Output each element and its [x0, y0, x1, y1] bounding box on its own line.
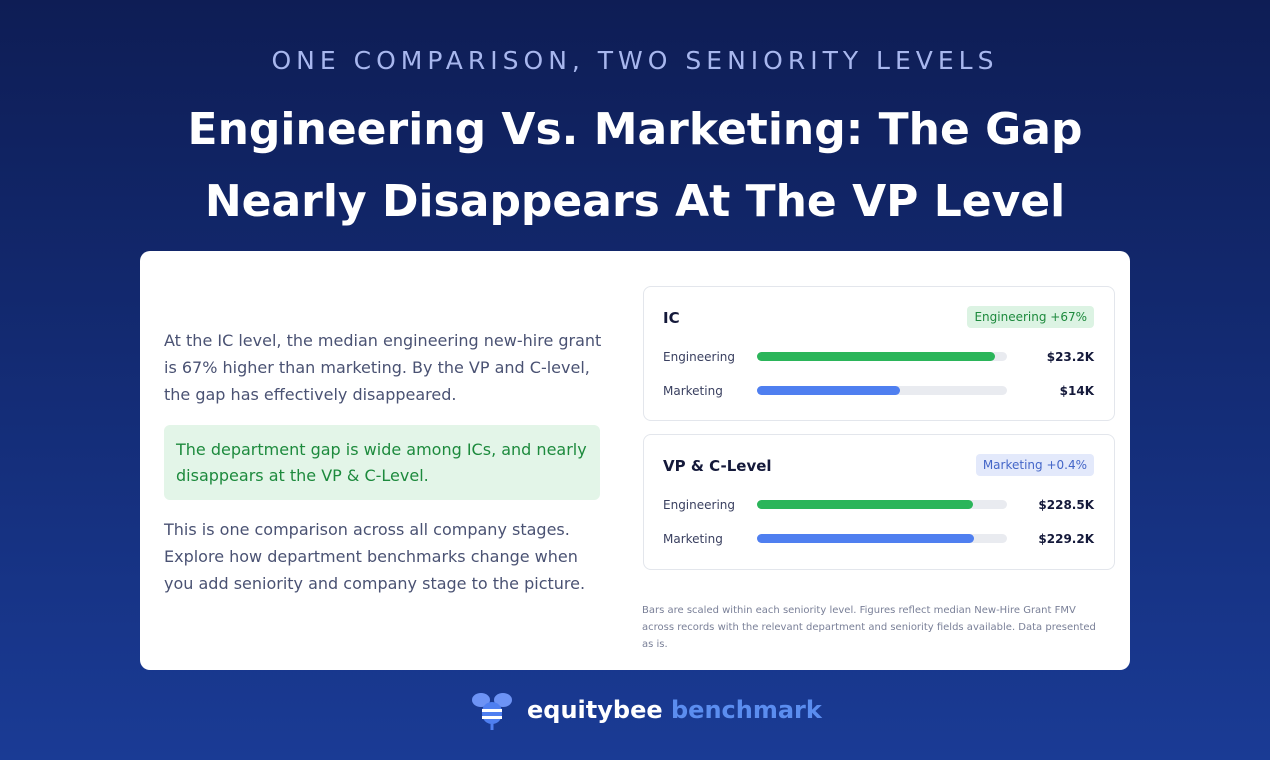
- row-value: $228.5K: [1038, 498, 1094, 512]
- row-value: $23.2K: [1046, 350, 1094, 364]
- bee-icon: [472, 693, 512, 730]
- row-label: Engineering: [663, 498, 735, 512]
- row-label: Engineering: [663, 350, 735, 364]
- panel-title: VP & C-Level: [663, 457, 772, 475]
- badge: Engineering +67%: [967, 306, 1094, 328]
- bar-track: [757, 352, 1007, 361]
- brand-name: equitybee: [527, 696, 663, 724]
- bar: [757, 386, 901, 395]
- outro: This is one comparison across all compan…: [164, 520, 586, 593]
- intro: At the IC level, the median engineering …: [164, 331, 602, 404]
- row-label: Marketing: [663, 384, 723, 398]
- row-value: $229.2K: [1038, 532, 1094, 546]
- panel: VP & C-Level Marketing +0.4% Engineering $2…: [643, 434, 1115, 570]
- row-label: Marketing: [663, 532, 723, 546]
- panel: IC Engineering +67% Engineering $23.2K Marke…: [643, 286, 1115, 421]
- title: Engineering Vs. Marketing: The Gap Nearl…: [187, 104, 1083, 227]
- card: At the IC level, the median engineering …: [140, 251, 1130, 670]
- bar-track: [757, 534, 1007, 543]
- bar: [757, 352, 995, 361]
- product-name: benchmark: [670, 696, 822, 724]
- logo: equitybee benchmark: [470, 688, 822, 732]
- bar: [757, 500, 974, 509]
- footnote: Bars are scaled within each seniority le…: [642, 605, 1096, 650]
- panel-title: IC: [663, 309, 680, 327]
- bar-track: [757, 500, 1007, 509]
- bar-track: [757, 386, 1007, 395]
- row-value: $14K: [1059, 384, 1094, 398]
- callout: The department gap is wide among ICs, an…: [164, 425, 600, 500]
- badge: Marketing +0.4%: [975, 454, 1094, 476]
- eyebrow: ONE COMPARISON, TWO SENIORITY LEVELS: [271, 46, 999, 75]
- brand: equitybee benchmark: [527, 696, 822, 724]
- bar: [757, 534, 975, 543]
